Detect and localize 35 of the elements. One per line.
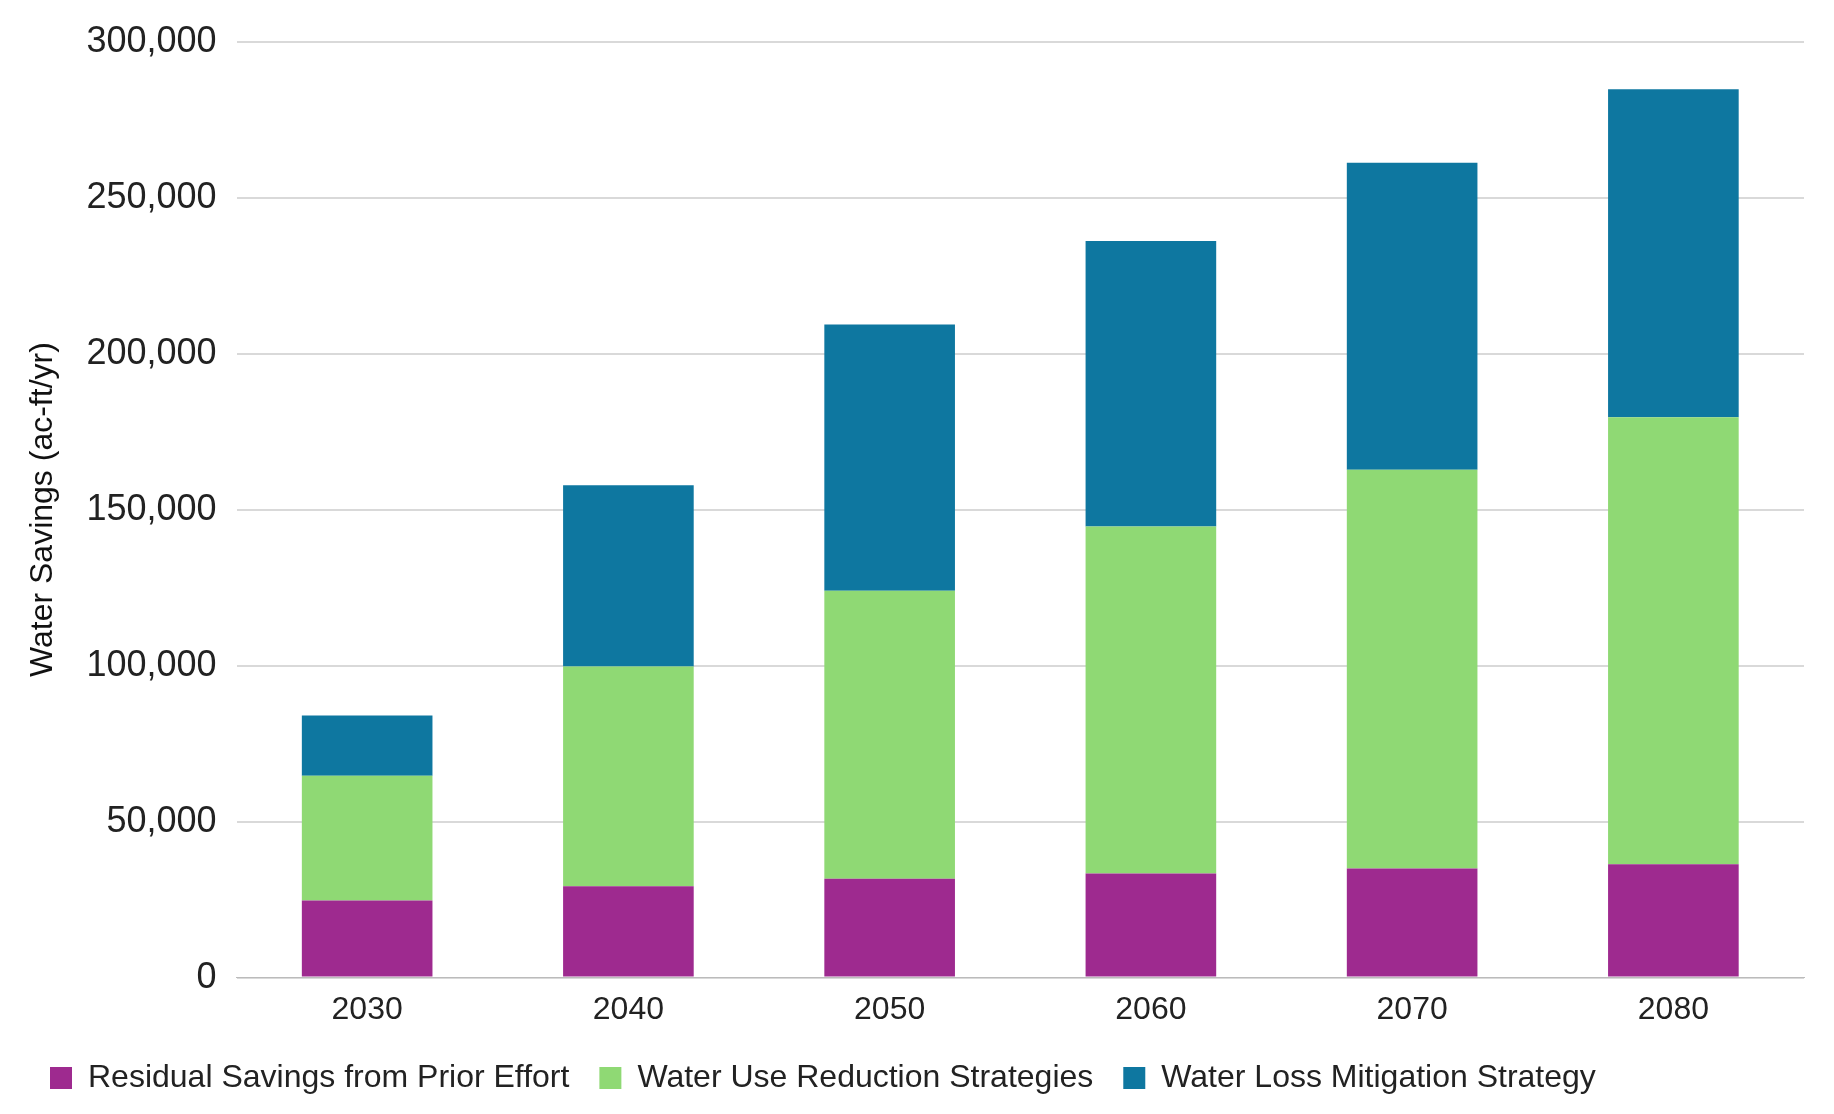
x-tick-label: 2040 [592, 989, 664, 1026]
y-tick-label: 200,000 [86, 330, 217, 372]
bar [1346, 868, 1478, 977]
y-tick-label: 0 [196, 954, 217, 996]
legend-label: Residual Savings from Prior Effort [88, 1057, 570, 1094]
legend-label: Water Loss Mitigation Strategy [1161, 1057, 1596, 1094]
bar [563, 886, 694, 977]
y-tick-label: 150,000 [86, 486, 217, 528]
y-tick-label: 100,000 [86, 642, 217, 684]
x-tick-label: 2030 [331, 989, 403, 1026]
bar [1608, 864, 1739, 977]
bar [1085, 240, 1217, 527]
bar [301, 775, 433, 901]
x-tick-label: 2070 [1376, 989, 1448, 1026]
x-tick-label: 2050 [854, 989, 926, 1026]
y-tick-label: 300,000 [86, 18, 217, 60]
bar [824, 878, 955, 977]
bar [1085, 526, 1217, 874]
legend-label: Water Use Reduction Strategies [637, 1057, 1094, 1094]
bar [1608, 417, 1739, 865]
x-tick-label: 2060 [1115, 989, 1187, 1026]
bar [301, 715, 433, 776]
bar [1346, 469, 1478, 869]
bar [563, 485, 694, 667]
x-tick-label: 2080 [1637, 989, 1709, 1026]
y-axis-title: Water Savings (ac-ft/yr) [23, 342, 60, 678]
bar [1085, 873, 1217, 977]
bar [563, 666, 694, 887]
bar [1346, 162, 1478, 470]
bar [824, 590, 955, 879]
bar [301, 900, 433, 977]
y-tick-label: 50,000 [106, 798, 217, 840]
y-tick-label: 250,000 [86, 174, 217, 216]
bar [824, 324, 955, 591]
bar [1608, 89, 1739, 418]
